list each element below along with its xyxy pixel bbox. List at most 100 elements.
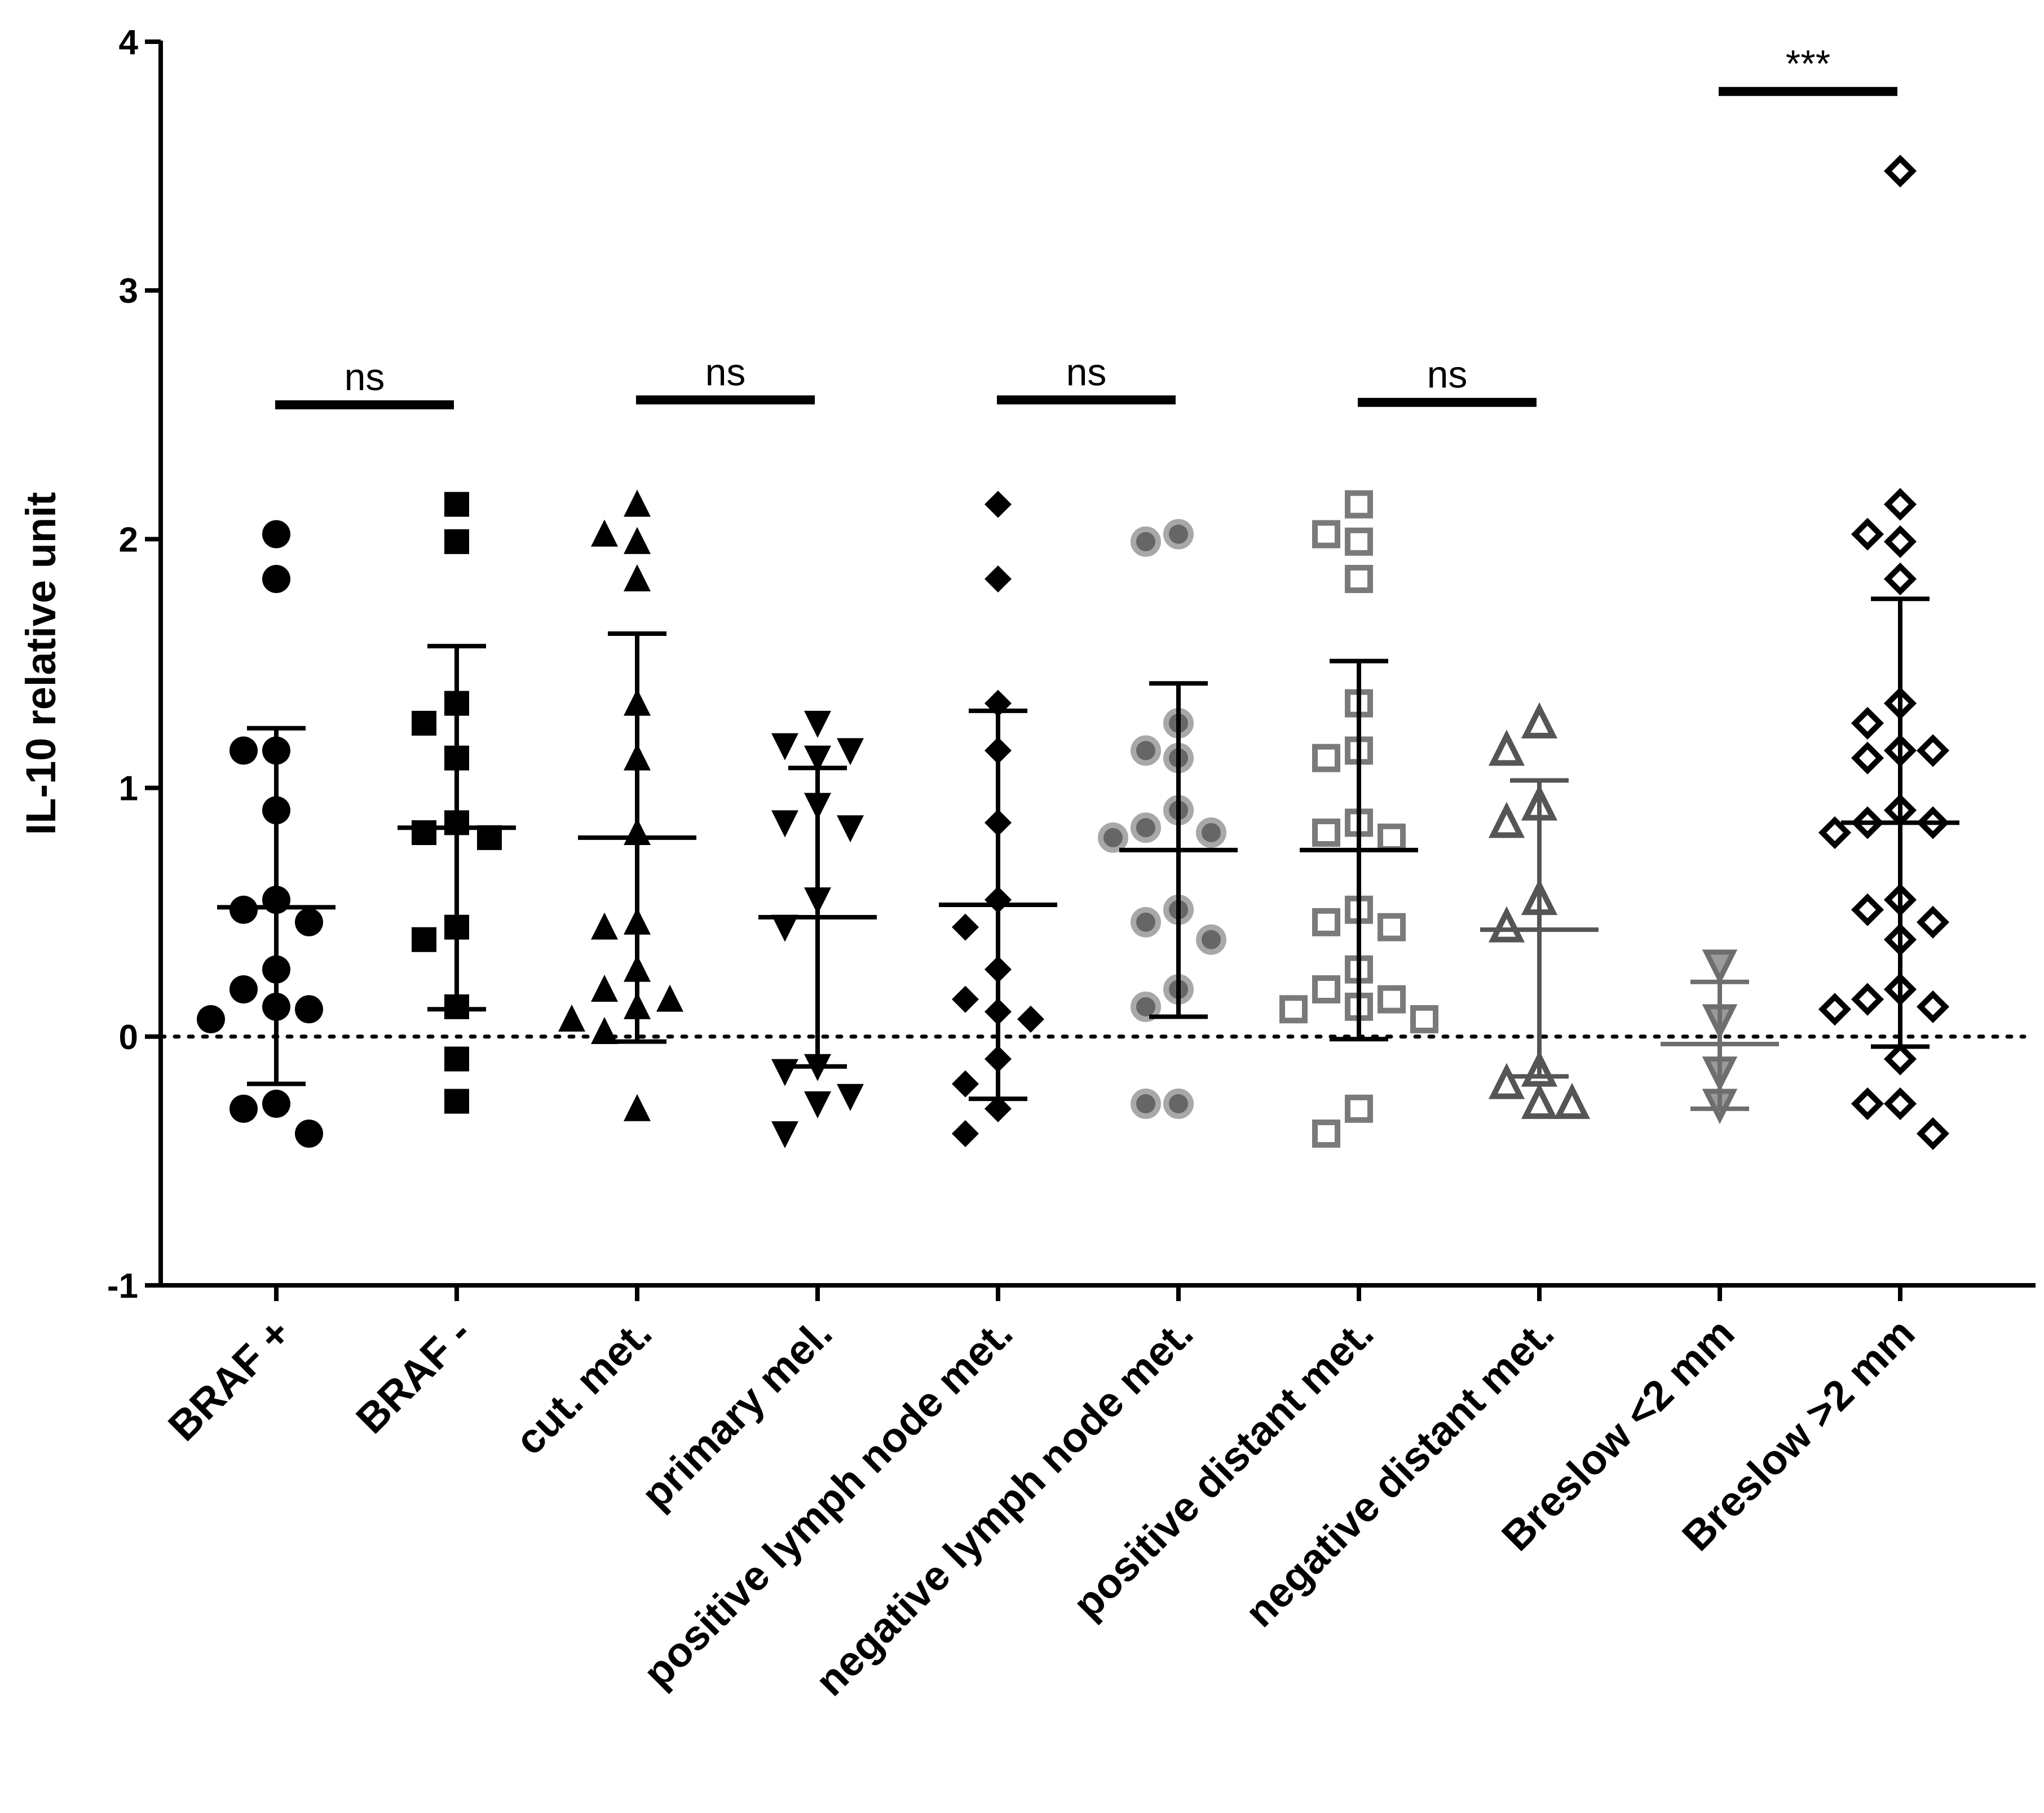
data-point — [229, 1094, 258, 1123]
significance-brackets: ns ns ns ns *** — [275, 42, 1897, 410]
series-points — [1818, 154, 1950, 1150]
data-point — [262, 1089, 290, 1118]
data-point — [1163, 519, 1194, 550]
mean-sd-bar — [758, 766, 877, 1069]
data-point — [771, 914, 798, 942]
mean-sd-bar — [1480, 778, 1599, 1079]
data-point — [1131, 906, 1161, 938]
data-point — [295, 1119, 323, 1148]
data-point — [444, 529, 469, 554]
data-point — [952, 985, 979, 1013]
series-points — [1488, 702, 1591, 1119]
data-point — [444, 1089, 469, 1114]
data-point — [656, 984, 683, 1012]
data-point — [1883, 562, 1917, 596]
significance-label: ns — [1427, 353, 1468, 396]
x-category-label: cut. met. — [506, 1310, 660, 1464]
data-point — [412, 820, 436, 846]
mean-sd-bar — [398, 644, 516, 1012]
data-point — [624, 489, 651, 517]
data-point — [1916, 1117, 1950, 1150]
series-points — [558, 489, 683, 1121]
significance-bracket: ns — [1358, 353, 1537, 407]
data-point — [1312, 908, 1340, 936]
data-point — [1488, 906, 1525, 943]
data-point — [804, 1091, 831, 1118]
data-point — [1279, 995, 1308, 1024]
significance-bracket: ns — [275, 356, 454, 410]
data-point — [1488, 802, 1525, 838]
data-point — [197, 1005, 225, 1033]
data-point — [952, 1120, 979, 1147]
data-point — [1378, 913, 1406, 941]
data-point — [1345, 564, 1373, 593]
data-point — [985, 565, 1012, 592]
mean-sd-bar — [217, 726, 335, 1086]
data-point — [985, 490, 1012, 518]
data-point — [1312, 819, 1340, 847]
data-point — [771, 810, 798, 838]
data-point — [624, 527, 651, 554]
data-point — [1818, 993, 1852, 1026]
data-point — [1488, 1063, 1525, 1099]
y-tick-label: 4 — [119, 23, 139, 62]
y-tick-label: 2 — [119, 520, 138, 559]
data-point — [1131, 735, 1161, 766]
data-point — [1378, 823, 1406, 852]
x-category-label: BRAF + — [159, 1310, 299, 1450]
x-category-label: positive distant met. — [1064, 1310, 1383, 1628]
x-category-label: primary mel. — [632, 1310, 841, 1518]
data-point — [558, 1004, 585, 1032]
data-point — [837, 815, 864, 843]
data-point — [229, 895, 258, 924]
series-points — [1098, 519, 1226, 1119]
data-point — [1312, 744, 1340, 772]
mean-sd-bar — [1119, 681, 1238, 1019]
data-point — [952, 913, 979, 941]
data-points — [197, 154, 1950, 1150]
significance-label: *** — [1786, 42, 1830, 85]
data-point — [837, 1084, 864, 1111]
data-point — [591, 519, 618, 547]
data-point — [295, 995, 323, 1024]
data-point — [1851, 893, 1884, 926]
data-point — [591, 912, 618, 940]
data-point — [1521, 702, 1558, 739]
data-point — [1851, 706, 1884, 740]
data-point — [591, 974, 618, 1002]
data-point — [1098, 822, 1128, 853]
data-point — [1553, 1082, 1591, 1119]
series-points — [197, 520, 323, 1148]
data-point — [1131, 526, 1161, 557]
significance-bracket: ns — [636, 351, 815, 405]
mean-sd-bars — [217, 596, 1959, 1111]
data-point — [1488, 729, 1525, 766]
data-point — [295, 908, 323, 936]
data-point — [771, 1059, 798, 1086]
data-point — [1883, 525, 1917, 558]
data-point — [1017, 1005, 1044, 1033]
significance-bracket: *** — [1719, 42, 1897, 96]
data-point — [444, 492, 469, 517]
y-tick-label: 0 — [119, 1018, 138, 1057]
data-point — [1312, 975, 1340, 1003]
data-point — [1851, 518, 1884, 551]
data-point — [444, 1046, 469, 1072]
data-point — [804, 710, 831, 738]
data-point — [952, 1070, 979, 1098]
data-point — [262, 564, 290, 593]
data-point — [1702, 949, 1738, 985]
data-point — [1883, 1087, 1917, 1120]
x-axis-category-labels: BRAF + BRAF - cut. met.primary mel.positiv… — [159, 1285, 1923, 1705]
data-point — [229, 975, 258, 1003]
series-points — [1279, 490, 1438, 1148]
data-point — [771, 733, 798, 760]
significance-label: ns — [1066, 351, 1107, 393]
data-point — [412, 927, 436, 952]
x-category-label: negative distant met. — [1236, 1310, 1562, 1636]
y-tick-label: 1 — [119, 770, 138, 808]
data-point — [1916, 734, 1950, 767]
data-point — [1312, 1119, 1340, 1148]
data-point — [1883, 488, 1917, 521]
